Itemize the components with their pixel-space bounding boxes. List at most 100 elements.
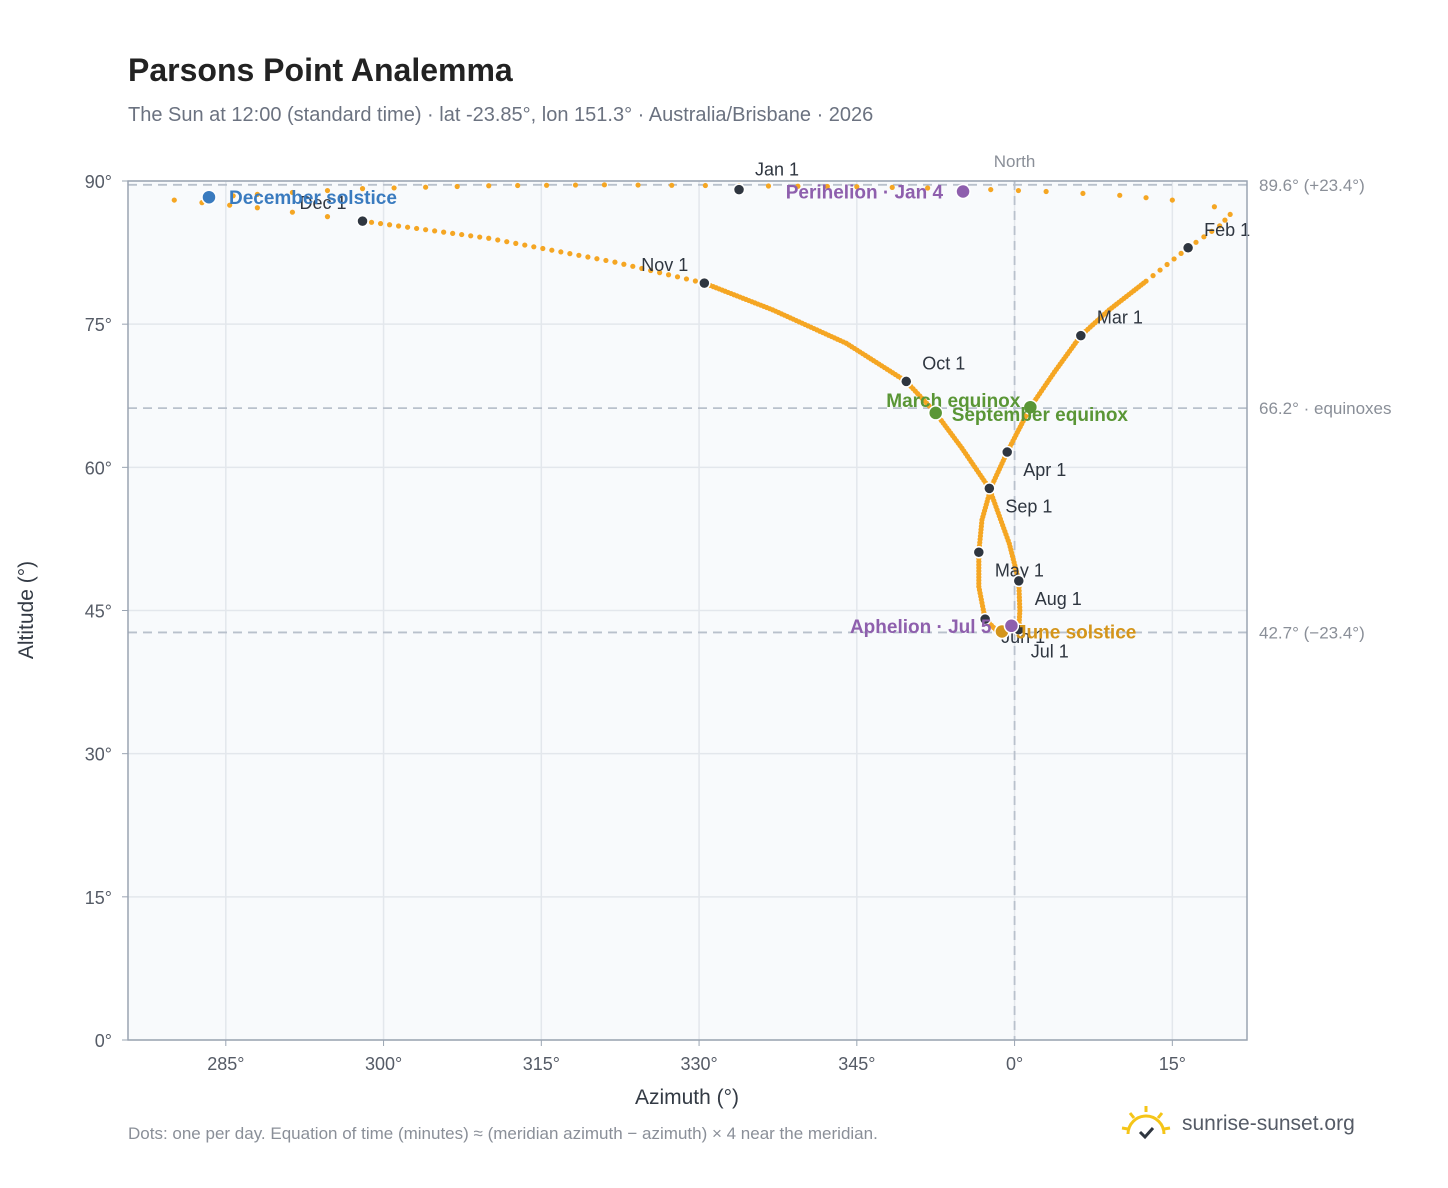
day-dot — [549, 247, 555, 253]
day-dot — [1157, 267, 1163, 273]
month-label: Nov 1 — [641, 255, 688, 275]
month-label: Feb 1 — [1204, 220, 1250, 240]
day-dot — [513, 240, 519, 246]
month-label: Mar 1 — [1097, 308, 1143, 328]
event-marker — [955, 183, 971, 200]
reference-line-label: 66.2° · equinoxes — [1259, 399, 1392, 418]
day-dot — [612, 259, 618, 265]
x-axis-label: Azimuth (°) — [635, 1086, 739, 1109]
day-dot — [1178, 250, 1184, 256]
day-dot — [630, 263, 636, 269]
y-axis-ticks: 0° 15° 30° 45° 60° 75° 90° — [85, 172, 128, 1051]
month-marker — [698, 276, 711, 290]
footnote: Dots: one per day. Equation of time (min… — [128, 1124, 878, 1143]
month-marker — [972, 546, 986, 559]
event-marker — [927, 405, 944, 421]
event-label: March equinox — [886, 391, 1021, 412]
x-tick-label: 345° — [838, 1054, 875, 1074]
day-dot — [925, 185, 931, 191]
day-dot — [414, 225, 420, 232]
y-tick-label: 15° — [85, 888, 112, 908]
day-dot — [603, 257, 609, 264]
day-dot — [1043, 188, 1049, 195]
x-axis-ticks: 285° 300° 315° 330° 345° 0° 15° — [207, 1040, 1186, 1074]
day-dot — [674, 274, 681, 280]
sun-logo-icon — [1121, 1106, 1171, 1140]
day-dot — [450, 230, 456, 236]
month-marker — [1074, 329, 1088, 342]
day-dot — [572, 182, 579, 188]
meridian-line: North — [994, 152, 1036, 1040]
day-dot — [432, 228, 438, 234]
day-dot — [441, 229, 447, 235]
day-dot — [988, 186, 994, 193]
day-dot — [324, 214, 331, 220]
day-dot — [1209, 228, 1215, 234]
day-dot — [495, 237, 501, 243]
month-label: Jul 1 — [1031, 642, 1069, 662]
day-dot — [594, 256, 600, 262]
day-dot — [1150, 273, 1156, 279]
event-markers: December solstice June solstice March equi… — [201, 182, 1136, 643]
x-tick-label: 285° — [207, 1054, 244, 1074]
event-marker — [1022, 399, 1039, 415]
day-dot — [289, 209, 296, 215]
x-tick-label: 300° — [365, 1054, 402, 1074]
reference-line-label: 89.6° (+23.4°) — [1259, 176, 1365, 195]
day-dot — [1117, 192, 1123, 198]
y-axis-label: Altitude (°) — [15, 561, 38, 659]
day-dot — [854, 184, 860, 190]
month-marker — [1181, 241, 1195, 255]
day-dot — [324, 187, 331, 194]
day-dot — [1143, 195, 1149, 201]
month-label: Aug 1 — [1035, 589, 1082, 609]
month-marker — [732, 183, 746, 196]
month-marker — [978, 612, 992, 626]
day-dot — [576, 252, 582, 258]
reference-lines: 89.6° (+23.4°) 66.2° · equinoxes 42.7° (−2… — [128, 176, 1392, 642]
day-dot — [230, 193, 236, 199]
day-dot — [795, 183, 801, 189]
event-label: December solstice — [229, 188, 397, 209]
day-dot — [621, 261, 627, 267]
day-dot — [1080, 190, 1086, 197]
event-label: Perihelion · Jan 4 — [786, 182, 944, 203]
day-dot — [824, 183, 830, 190]
day-dot — [648, 267, 654, 274]
day-dot — [765, 183, 772, 189]
y-tick-label: 30° — [85, 745, 112, 765]
x-tick-label: 0° — [1006, 1054, 1023, 1074]
month-marker — [983, 482, 996, 495]
day-dot — [702, 182, 708, 189]
day-dot — [459, 231, 465, 238]
day-dot — [395, 223, 402, 229]
day-dot — [289, 189, 296, 196]
day-dot — [386, 222, 393, 228]
y-tick-label: 90° — [85, 172, 112, 192]
x-tick-label: 15° — [1159, 1054, 1186, 1074]
day-dot — [601, 182, 608, 188]
day-dot — [543, 182, 550, 188]
month-label: Apr 1 — [1023, 460, 1066, 480]
y-tick-label: 0° — [95, 1031, 112, 1051]
y-tick-label: 75° — [85, 315, 112, 335]
month-label: Oct 1 — [922, 353, 965, 373]
day-dot — [477, 234, 483, 240]
brand-text: sunrise-sunset.org — [1182, 1112, 1355, 1135]
day-dot — [468, 233, 474, 239]
month-label: Sep 1 — [1005, 496, 1052, 516]
day-dot — [692, 278, 698, 284]
day-dot — [1015, 187, 1022, 194]
day-dot — [683, 276, 690, 282]
day-dot — [531, 244, 537, 250]
day-dot — [657, 270, 663, 276]
y-tick-label: 45° — [85, 602, 112, 622]
day-dot — [1217, 223, 1223, 229]
meridian-label: North — [994, 152, 1036, 171]
day-dot — [423, 184, 429, 190]
x-tick-label: 330° — [680, 1054, 717, 1074]
day-dot — [567, 251, 573, 257]
day-dot — [454, 183, 460, 190]
brand-logo[interactable]: sunrise-sunset.org — [1120, 1104, 1355, 1144]
